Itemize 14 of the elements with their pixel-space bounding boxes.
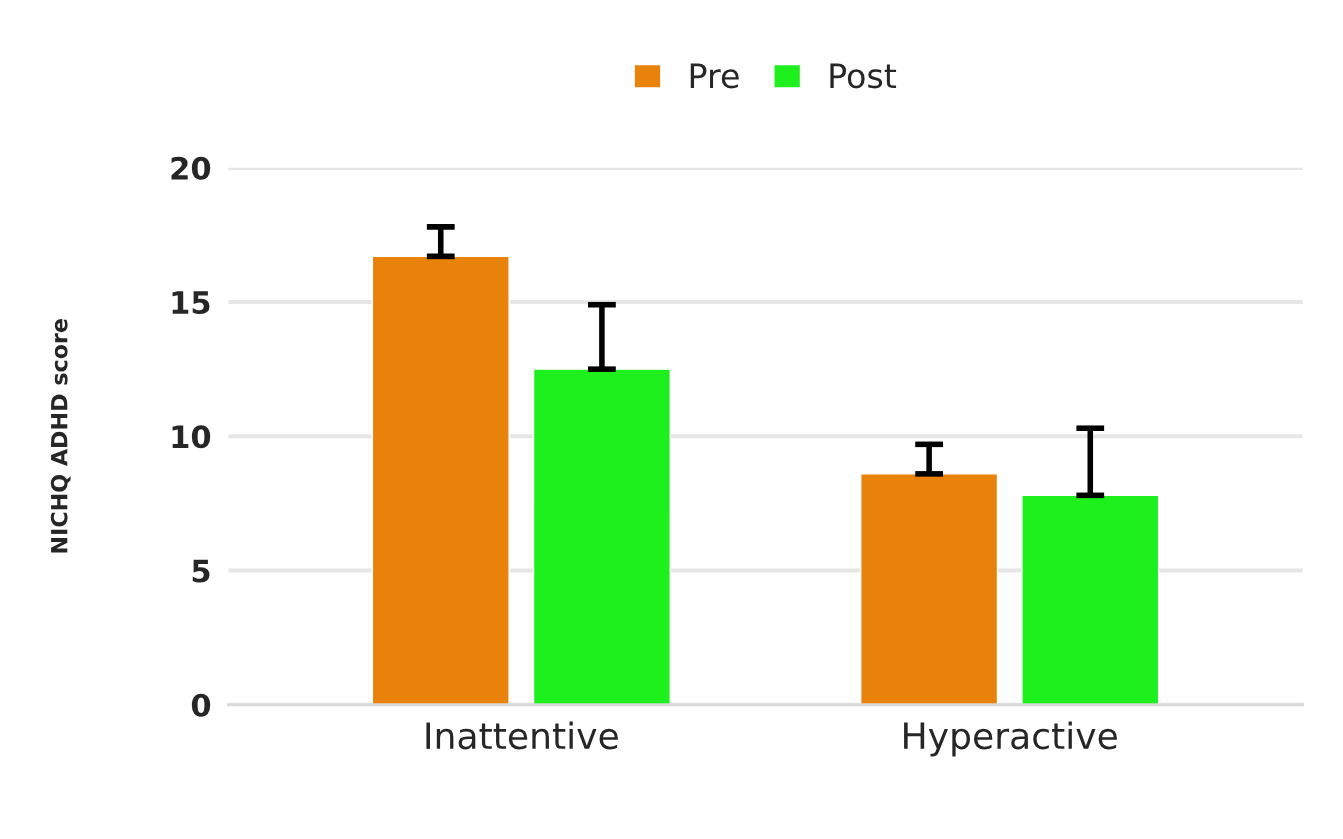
- y-tick-label: 15: [172, 291, 210, 315]
- bar: [532, 368, 671, 705]
- y-axis-title: NICHQ ADHD score: [50, 319, 71, 553]
- y-tick-label: 5: [192, 559, 210, 583]
- y-tick-label: 20: [171, 156, 211, 180]
- bar: [860, 473, 999, 705]
- y-tick-label: 10: [172, 425, 211, 449]
- legend-label: Post: [830, 63, 897, 89]
- y-tick-label: 0: [191, 693, 211, 717]
- bar: [371, 255, 510, 705]
- x-tick-label: Inattentive: [426, 721, 618, 750]
- legend-label: Pre: [690, 63, 739, 89]
- x-tick-label: Hyperactive: [904, 721, 1117, 757]
- bar: [1021, 494, 1160, 705]
